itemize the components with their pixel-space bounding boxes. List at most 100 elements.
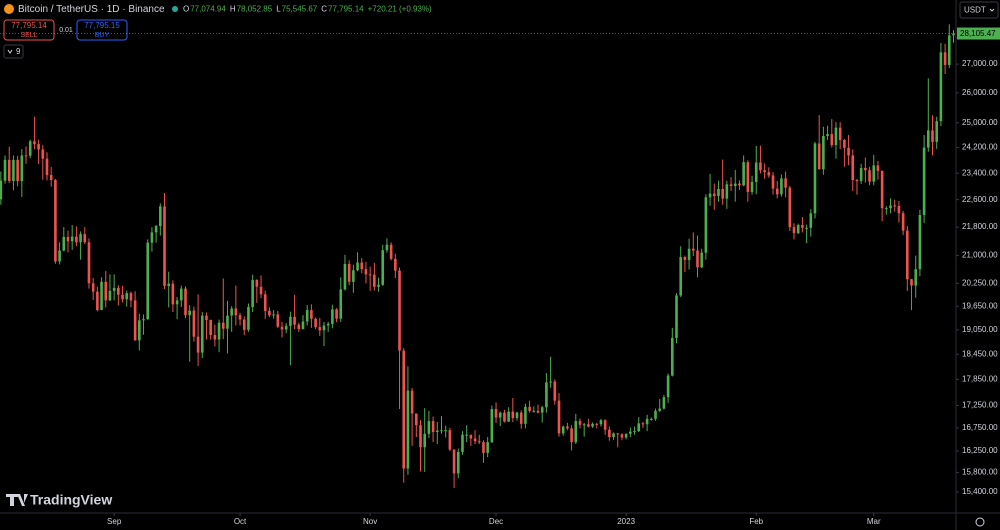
candle-body [838, 127, 842, 141]
candle-body [528, 406, 531, 411]
candle-body [410, 390, 414, 414]
candle-body [817, 143, 821, 170]
y-tick-label: 26,000.00 [962, 88, 998, 97]
y-tick-label: 21,000.00 [962, 251, 998, 260]
candle-body [889, 205, 892, 209]
candle-body [939, 52, 943, 122]
currency[interactable]: USDT [964, 6, 986, 15]
candle-body [876, 165, 880, 171]
candle-body [314, 318, 317, 328]
candle-body [511, 411, 515, 418]
candle-body [519, 412, 523, 424]
candle-body [893, 205, 897, 207]
y-tick-label: 17,250.00 [962, 401, 998, 410]
candle-body [58, 250, 61, 262]
candle-body [163, 206, 166, 286]
candle-body [49, 175, 53, 181]
candle-body [679, 257, 682, 296]
candle-body [125, 293, 129, 300]
candle-body [700, 252, 703, 268]
candle-body [498, 412, 502, 418]
candle-body [553, 381, 557, 401]
candle-body [108, 290, 112, 301]
buy-label[interactable]: BUY [95, 32, 110, 39]
candle-body [83, 234, 87, 243]
sell-label[interactable]: SELL [20, 32, 37, 39]
candle-body [356, 262, 359, 271]
candle-body [226, 315, 229, 329]
candle-body [662, 397, 666, 409]
candle-body [503, 412, 506, 422]
legend-value: 77,074.94 [190, 5, 226, 14]
currency-select[interactable] [959, 1, 999, 19]
candle-body [213, 335, 217, 340]
candle-body [461, 434, 464, 452]
candle-body [79, 234, 82, 243]
candle-body [41, 149, 45, 159]
candle-body [230, 308, 233, 316]
candle-body [284, 325, 288, 330]
candle-body [566, 426, 569, 429]
indicator-count[interactable]: 9 [16, 47, 21, 56]
candle-body [188, 310, 191, 316]
candle-body [629, 431, 632, 434]
candle-body [28, 141, 32, 156]
candle-body [301, 321, 305, 330]
y-tick-label: 16,250.00 [962, 446, 998, 455]
candle-body [524, 406, 527, 424]
candle-body [343, 263, 347, 290]
candle-body [142, 319, 145, 321]
candle-body [448, 430, 452, 450]
candle-body [868, 170, 871, 182]
candle-body [843, 140, 846, 148]
candle-body [196, 336, 200, 353]
buy-price[interactable]: 77,795.15 [84, 21, 120, 30]
y-tick-label: 22,600.00 [962, 195, 998, 204]
candle-body [184, 288, 187, 316]
candle-body [792, 227, 796, 234]
legend-key: H [230, 5, 236, 14]
candle-body [654, 410, 657, 419]
candle-body [847, 147, 850, 156]
candle-body [419, 425, 422, 448]
candle-body [796, 225, 800, 234]
candle-body [486, 442, 489, 453]
candle-body [612, 433, 615, 438]
candle-body [813, 143, 817, 214]
legend-key: O [183, 5, 189, 14]
candle-body [423, 433, 427, 448]
candle-body [952, 33, 955, 36]
x-tick-label: Dec [489, 517, 503, 526]
candle-body [352, 270, 355, 282]
candle-body [117, 287, 120, 295]
ohlc-legend: O 77,074.94 H 78,052.85 L 75,545.67 C 77,795.14… [183, 5, 432, 14]
candle-body [683, 257, 687, 260]
candle-body [931, 130, 934, 142]
candle-body [906, 230, 909, 280]
candle-body [897, 206, 901, 214]
candle-body [150, 232, 154, 243]
candle-body [444, 430, 447, 432]
buy-button[interactable] [76, 19, 128, 41]
candle-body [104, 281, 108, 301]
candle-body [742, 162, 745, 186]
candle-body [805, 227, 808, 229]
candle-body [268, 310, 271, 316]
candle-body [175, 300, 179, 305]
y-tick-label: 18,450.00 [962, 349, 998, 358]
y-tick-label: 17,850.00 [962, 375, 998, 384]
candle-body [591, 423, 594, 427]
plot [0, 24, 955, 488]
candle-body [708, 193, 712, 198]
candle-body [633, 431, 636, 433]
candle-body [289, 316, 292, 326]
candle-body [171, 283, 175, 305]
sell-button[interactable] [3, 19, 55, 41]
indicator-toggle[interactable] [3, 44, 24, 59]
candle-body [801, 225, 804, 228]
settings-icon[interactable] [975, 517, 985, 527]
sell-price[interactable]: 77,795.14 [11, 21, 47, 30]
candle-body [381, 250, 385, 285]
candle-body [914, 269, 918, 286]
